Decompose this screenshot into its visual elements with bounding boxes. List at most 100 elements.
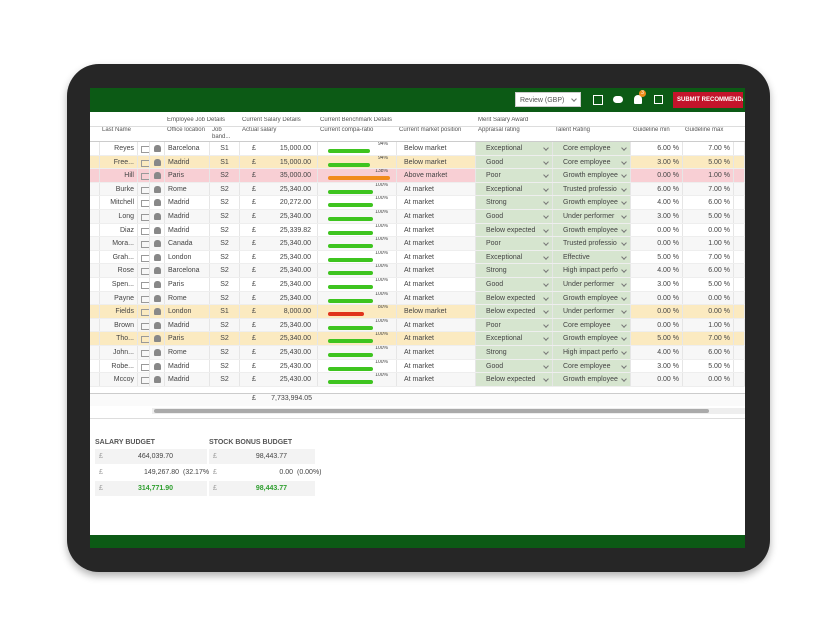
talent[interactable]: Growth employee: [563, 172, 618, 180]
currency: £: [252, 158, 256, 166]
appraisal[interactable]: Poor: [486, 321, 501, 329]
column-header[interactable]: Actual salary: [242, 127, 277, 133]
talent[interactable]: Core employee: [563, 145, 611, 152]
talent[interactable]: Growth employee: [563, 335, 618, 343]
column-header[interactable]: Current compa-ratio: [320, 127, 374, 133]
row[interactable]: Payne Rome S2 £25,340.00 100% At market Below …: [90, 291, 745, 306]
talent[interactable]: Core employee: [563, 321, 611, 329]
chevron: [621, 362, 627, 369]
talent[interactable]: Under performer: [563, 281, 615, 288]
cloud-icon[interactable]: [613, 96, 623, 103]
bell-icon[interactable]: [634, 95, 642, 104]
sel-cell: [90, 291, 100, 305]
appraisal[interactable]: Below expected: [486, 376, 536, 384]
appraisal[interactable]: Poor: [486, 240, 501, 248]
row[interactable]: Fields London S1 £8,000.00 80% Below market Be…: [90, 305, 745, 319]
chevron: [543, 226, 549, 233]
column-header[interactable]: Talent Rating: [555, 127, 591, 133]
appraisal[interactable]: Below expected: [486, 226, 536, 234]
appraisal[interactable]: Good: [486, 362, 504, 370]
talent[interactable]: Growth employee: [563, 226, 618, 234]
row[interactable]: Rose Barcelona S2 £25,340.00 100% At market St…: [90, 264, 745, 278]
currency: £: [252, 308, 256, 316]
salary: 8,000.00: [283, 308, 311, 316]
name-cell: Robe...: [100, 359, 138, 373]
row[interactable]: Grah... London S2 £25,340.00 100% At market Ex…: [90, 250, 745, 265]
currency: £: [252, 253, 256, 261]
row[interactable]: Long Madrid S2 £25,340.00 100% At market Good U…: [90, 210, 745, 224]
talent[interactable]: Growth employee: [563, 294, 618, 302]
row[interactable]: Spen... Paris S2 £25,340.00 100% At market Goo…: [90, 278, 745, 292]
appraisal[interactable]: Poor: [486, 172, 501, 180]
column-header[interactable]: Office location: [167, 127, 205, 133]
office-cell: London: [165, 250, 210, 264]
appraisal[interactable]: Good: [486, 213, 504, 220]
appraisal[interactable]: Exceptional: [486, 185, 523, 193]
appraisal[interactable]: Exceptional: [486, 145, 523, 152]
appraisal[interactable]: Strong: [486, 199, 507, 207]
column-header[interactable]: Job band...: [212, 127, 231, 140]
compa-label: 100%: [375, 264, 388, 270]
chevron: [543, 281, 549, 287]
talent[interactable]: Trusted professio: [563, 240, 617, 248]
appraisal[interactable]: Strong: [486, 349, 507, 356]
row[interactable]: John... Rome S2 £25,430.00 100% At market Stro…: [90, 346, 745, 360]
chevron: [621, 158, 627, 165]
layout-icon[interactable]: [593, 95, 603, 105]
review-select[interactable]: Review (GBP): [515, 92, 581, 107]
row[interactable]: Mora... Canada S2 £25,340.00 100% At market Po…: [90, 237, 745, 251]
talent[interactable]: Under performer: [563, 308, 615, 316]
talent[interactable]: Growth employee: [563, 199, 618, 207]
row[interactable]: Hill Paris S2 £35,000.00 138% Above market Poo…: [90, 169, 745, 183]
row[interactable]: Brown Madrid S2 £25,340.00 100% At market Poor…: [90, 318, 745, 333]
person-icon: [154, 199, 161, 207]
appraisal[interactable]: Exceptional: [486, 253, 523, 261]
appraisal[interactable]: Strong: [486, 267, 507, 275]
card-icon: [141, 200, 149, 208]
row[interactable]: Burke Rome S2 £25,340.00 100% At market Except…: [90, 182, 745, 197]
max-cell: 0.00 %: [683, 223, 734, 237]
appraisal-cell: Good: [476, 359, 553, 373]
talent[interactable]: Growth employee: [563, 376, 618, 384]
row[interactable]: Mccoy Madrid S2 £25,430.00 100% At market Belo…: [90, 373, 745, 387]
card-cell: [138, 305, 150, 318]
column-header[interactable]: Appraisal rating: [478, 127, 520, 133]
appraisal[interactable]: Good: [486, 281, 504, 288]
talent[interactable]: High impact perfo: [563, 349, 618, 356]
budget-percent: (32.17%): [183, 469, 212, 476]
row[interactable]: Tho... Paris S2 £25,340.00 100% At market Exce…: [90, 332, 745, 346]
card-cell: [138, 264, 150, 278]
scrollbar-thumb[interactable]: [154, 408, 709, 413]
talent[interactable]: Effective: [563, 253, 590, 261]
column-header[interactable]: Current market position: [399, 127, 462, 133]
sel-cell: [90, 250, 100, 264]
submit-button[interactable]: SUBMIT RECOMMENDATI: [673, 92, 743, 108]
row[interactable]: Robe... Madrid S2 £25,430.00 100% At market Go…: [90, 359, 745, 374]
currency: £: [252, 213, 256, 220]
row[interactable]: Diaz Madrid S2 £25,339.82 100% At market Below…: [90, 223, 745, 238]
compa-label: 100%: [375, 210, 388, 215]
chevron: [543, 362, 549, 369]
salary-cell: £25,430.00: [240, 373, 318, 386]
row[interactable]: Reyes Barcelona S1 £15,000.00 94% Below marke…: [90, 142, 745, 156]
appraisal[interactable]: Below expected: [486, 308, 536, 316]
appraisal[interactable]: Below expected: [486, 294, 536, 302]
talent[interactable]: Trusted professio: [563, 185, 617, 193]
currency: £: [252, 226, 256, 234]
talent[interactable]: High impact perfo: [563, 267, 618, 275]
column-header[interactable]: Last Name: [102, 127, 132, 133]
row[interactable]: Mitchell Madrid S2 £20,272.00 100% At market S…: [90, 196, 745, 210]
compa-bar: [328, 176, 390, 181]
name-cell: Brown: [100, 318, 138, 332]
talent[interactable]: Under performer: [563, 213, 615, 220]
appraisal[interactable]: Exceptional: [486, 335, 523, 343]
appraisal[interactable]: Good: [486, 158, 504, 166]
sel-cell: [90, 332, 100, 346]
row[interactable]: Free... Madrid S1 £15,000.00 94% Below market…: [90, 155, 745, 170]
share-icon[interactable]: [654, 95, 663, 104]
column-header[interactable]: Guideline max: [685, 127, 724, 133]
talent[interactable]: Core employee: [563, 158, 611, 166]
column-header[interactable]: Guideline min: [633, 127, 670, 133]
chevron: [543, 172, 549, 179]
talent[interactable]: Core employee: [563, 362, 611, 370]
